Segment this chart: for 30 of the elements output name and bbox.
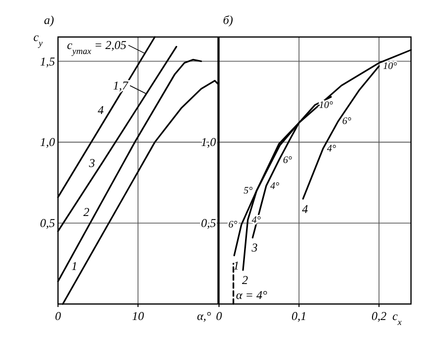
annotation: 5°	[244, 186, 253, 197]
series-label: 4	[302, 202, 308, 216]
annotation: 4°	[327, 144, 336, 155]
x-tick-label: 0,1	[292, 309, 306, 323]
y-tick-label: 1,5	[40, 54, 55, 68]
annotation: 6°	[283, 154, 292, 166]
x-axis-title: α,°	[196, 309, 212, 323]
annotation: α = 4°	[236, 288, 268, 302]
y-tick-label: 0,5	[40, 216, 55, 230]
x-tick-label: 0,2	[372, 309, 386, 323]
series-label: 2	[83, 204, 90, 219]
chart-title: а)	[44, 13, 54, 27]
series-label: 3	[88, 156, 95, 170]
x-axis-title: c$_{x}$	[392, 309, 402, 327]
y-axis-title: c$_{y}$	[33, 30, 43, 48]
annotation: 10°	[383, 61, 397, 72]
annotation: c$_{ymax}$ = 2,05	[66, 38, 126, 56]
x-tick-label: 10	[132, 309, 144, 323]
y-tick-label: 1,0	[40, 135, 55, 150]
series-label: 1	[233, 258, 240, 272]
annotation: 4°	[270, 180, 280, 192]
annotation: 6°	[342, 116, 352, 128]
x-tick-label: 0	[216, 309, 222, 323]
series-label: 3	[250, 240, 258, 255]
x-tick-label: 0	[55, 309, 61, 323]
series-label: 2	[242, 273, 248, 288]
annotation: 10°	[319, 100, 333, 111]
series-label: 1	[71, 258, 78, 273]
series-label: 4	[98, 102, 104, 117]
chart-title: б)	[223, 13, 234, 27]
